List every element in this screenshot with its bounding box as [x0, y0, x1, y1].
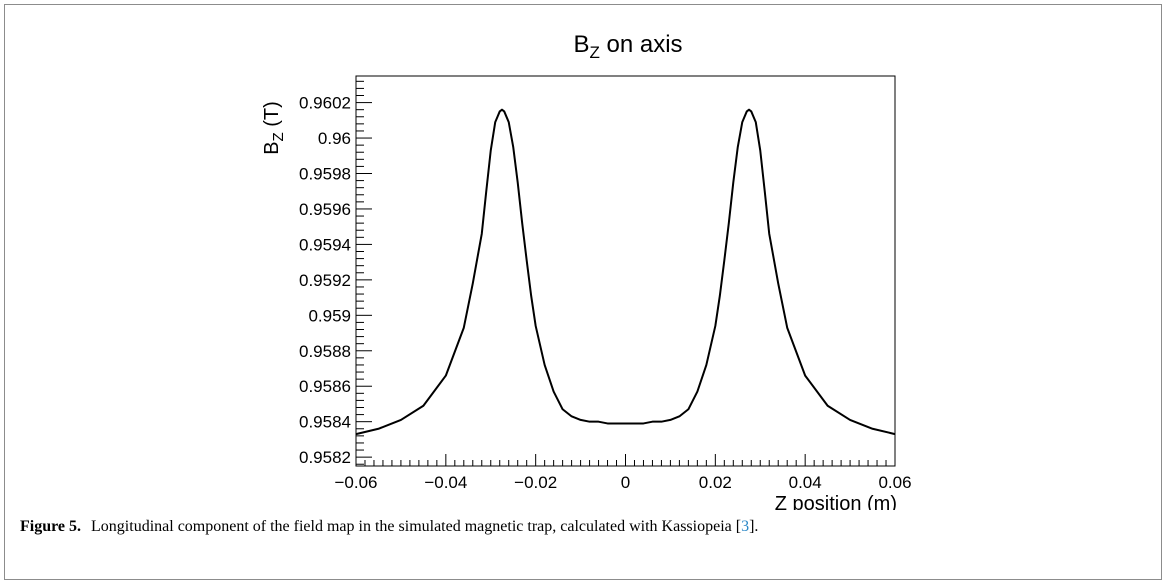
x-tick-label: 0.02 [699, 473, 732, 492]
x-tick-label: 0.04 [789, 473, 822, 492]
axes [355, 75, 896, 467]
y-tick-label: 0.9588 [299, 342, 351, 361]
x-tick-label: −0.06 [334, 473, 377, 492]
x-tick-label: −0.04 [424, 473, 467, 492]
y-axis-label: BZ (T) [261, 101, 287, 155]
x-tick-label: −0.02 [514, 473, 557, 492]
x-axis-label: Z position (m) [775, 493, 897, 510]
citation-link[interactable]: 3 [741, 518, 750, 535]
y-tick-label: 0.9602 [299, 94, 351, 113]
series-line-0 [355, 108, 896, 436]
y-tick-label: 0.959 [308, 306, 351, 325]
figure-caption: Figure 5. Longitudinal component of the … [20, 518, 1150, 536]
x-tick-label: 0.06 [878, 473, 911, 492]
y-tick-label: 0.9596 [299, 200, 351, 219]
plot-frame [355, 75, 896, 467]
chart: BZ on axis BZ (T) Z position (m) 0.95820… [261, 31, 912, 510]
ticks: 0.9582 0.9584 0.9586 0.9588 0.959 0.9592 0.959… [299, 80, 912, 492]
chart-title: BZ on axis [573, 31, 682, 62]
y-tick-label: 0.9584 [299, 413, 351, 432]
x-tick-label: 0 [621, 473, 630, 492]
y-tick-label: 0.9594 [299, 235, 351, 254]
y-tick-label: 0.96 [318, 129, 351, 148]
y-tick-label: 0.9586 [299, 377, 351, 396]
caption-text: Longitudinal component of the field map … [87, 518, 742, 535]
caption-label: Figure 5. [20, 518, 82, 535]
caption-end: ]. [749, 518, 759, 535]
plot-area [355, 108, 896, 436]
y-tick-label: 0.9582 [299, 448, 351, 467]
y-tick-label: 0.9598 [299, 165, 351, 184]
y-tick-label: 0.9592 [299, 271, 351, 290]
figure-frame [4, 4, 1162, 580]
